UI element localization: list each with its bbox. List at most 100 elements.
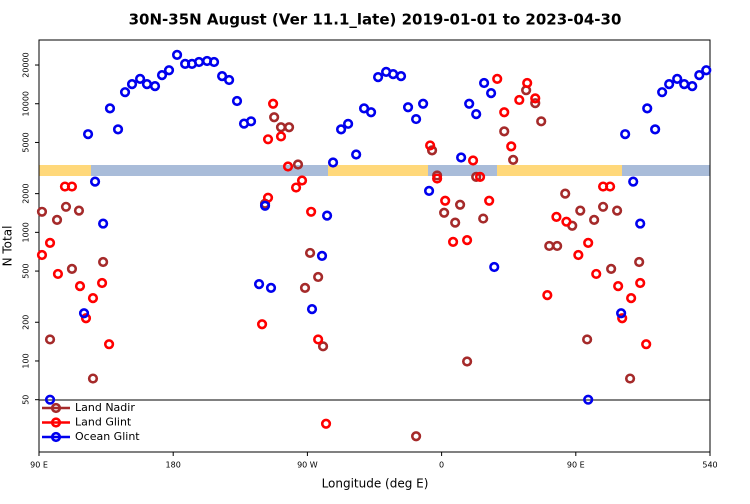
y-axis-label: N Total bbox=[1, 226, 15, 267]
series bbox=[44, 49, 712, 405]
point bbox=[163, 65, 175, 76]
point bbox=[604, 181, 616, 192]
y-tick-label: 200 bbox=[22, 315, 31, 330]
point bbox=[536, 116, 547, 127]
point bbox=[635, 277, 646, 289]
point bbox=[327, 157, 339, 168]
point bbox=[551, 211, 562, 222]
point bbox=[432, 173, 443, 184]
point bbox=[103, 339, 115, 350]
point bbox=[299, 282, 311, 293]
point bbox=[66, 181, 78, 192]
point bbox=[617, 313, 628, 324]
point bbox=[51, 214, 63, 225]
point bbox=[634, 256, 645, 268]
point bbox=[313, 334, 324, 345]
y-tick-label: 10000 bbox=[22, 91, 31, 116]
point bbox=[112, 124, 124, 135]
point bbox=[489, 261, 500, 273]
point bbox=[78, 308, 90, 319]
point bbox=[306, 206, 317, 217]
point bbox=[321, 210, 333, 221]
point bbox=[426, 145, 438, 156]
y-tick-label: 1000 bbox=[22, 222, 31, 242]
point bbox=[245, 116, 257, 127]
point bbox=[471, 171, 482, 182]
point bbox=[269, 112, 280, 123]
y-tick-label: 500 bbox=[22, 263, 31, 278]
point bbox=[316, 250, 328, 262]
x-tick-label: 0 bbox=[439, 461, 444, 470]
point bbox=[306, 304, 318, 315]
point bbox=[80, 313, 92, 324]
point bbox=[98, 256, 109, 268]
x-axis-label: Longitude (deg E) bbox=[322, 477, 429, 491]
point bbox=[87, 293, 99, 304]
point bbox=[134, 73, 146, 84]
point bbox=[641, 339, 652, 350]
legend-label: Land Glint bbox=[75, 416, 132, 429]
point bbox=[583, 394, 594, 405]
point bbox=[591, 268, 602, 280]
x-tick-label: 540 bbox=[702, 461, 717, 470]
point bbox=[208, 56, 220, 68]
point bbox=[44, 237, 56, 248]
point bbox=[365, 107, 377, 118]
point bbox=[66, 263, 78, 274]
point bbox=[36, 206, 48, 217]
point bbox=[486, 87, 497, 99]
y-tick-label: 2000 bbox=[22, 183, 31, 203]
land-ocean-band bbox=[39, 165, 710, 176]
point bbox=[450, 217, 461, 228]
point bbox=[635, 218, 646, 229]
point bbox=[616, 308, 627, 319]
point bbox=[530, 93, 541, 104]
point bbox=[171, 49, 183, 61]
point bbox=[119, 87, 131, 98]
point bbox=[411, 431, 422, 442]
point bbox=[471, 109, 482, 120]
point bbox=[253, 278, 265, 290]
point bbox=[317, 341, 329, 352]
point bbox=[60, 201, 72, 212]
point bbox=[552, 240, 563, 252]
band-land bbox=[497, 165, 622, 176]
point bbox=[304, 247, 316, 259]
point bbox=[542, 290, 553, 301]
point bbox=[74, 281, 86, 292]
point bbox=[583, 237, 594, 248]
point bbox=[268, 98, 279, 109]
point bbox=[597, 201, 609, 212]
point bbox=[613, 281, 624, 292]
band-land bbox=[328, 165, 428, 176]
point bbox=[492, 73, 503, 84]
point bbox=[418, 98, 429, 109]
point bbox=[447, 236, 459, 247]
x-tick-label: 90 E bbox=[567, 461, 585, 470]
point bbox=[343, 118, 354, 129]
point bbox=[440, 195, 451, 206]
point bbox=[499, 126, 510, 137]
point bbox=[335, 124, 347, 135]
point bbox=[96, 277, 108, 289]
point bbox=[262, 134, 274, 145]
legend-label: Ocean Glint bbox=[75, 430, 140, 443]
point bbox=[628, 176, 639, 187]
point bbox=[461, 235, 473, 246]
band-land bbox=[39, 165, 91, 176]
point bbox=[694, 69, 705, 81]
point bbox=[439, 207, 450, 218]
point bbox=[530, 98, 541, 109]
point bbox=[52, 268, 64, 280]
point bbox=[296, 175, 308, 186]
point bbox=[292, 159, 304, 170]
band-ocean bbox=[428, 165, 497, 176]
point bbox=[425, 140, 436, 151]
point bbox=[351, 149, 362, 160]
point bbox=[126, 79, 138, 90]
point bbox=[484, 195, 495, 206]
point bbox=[461, 356, 473, 367]
band-ocean bbox=[91, 165, 328, 176]
